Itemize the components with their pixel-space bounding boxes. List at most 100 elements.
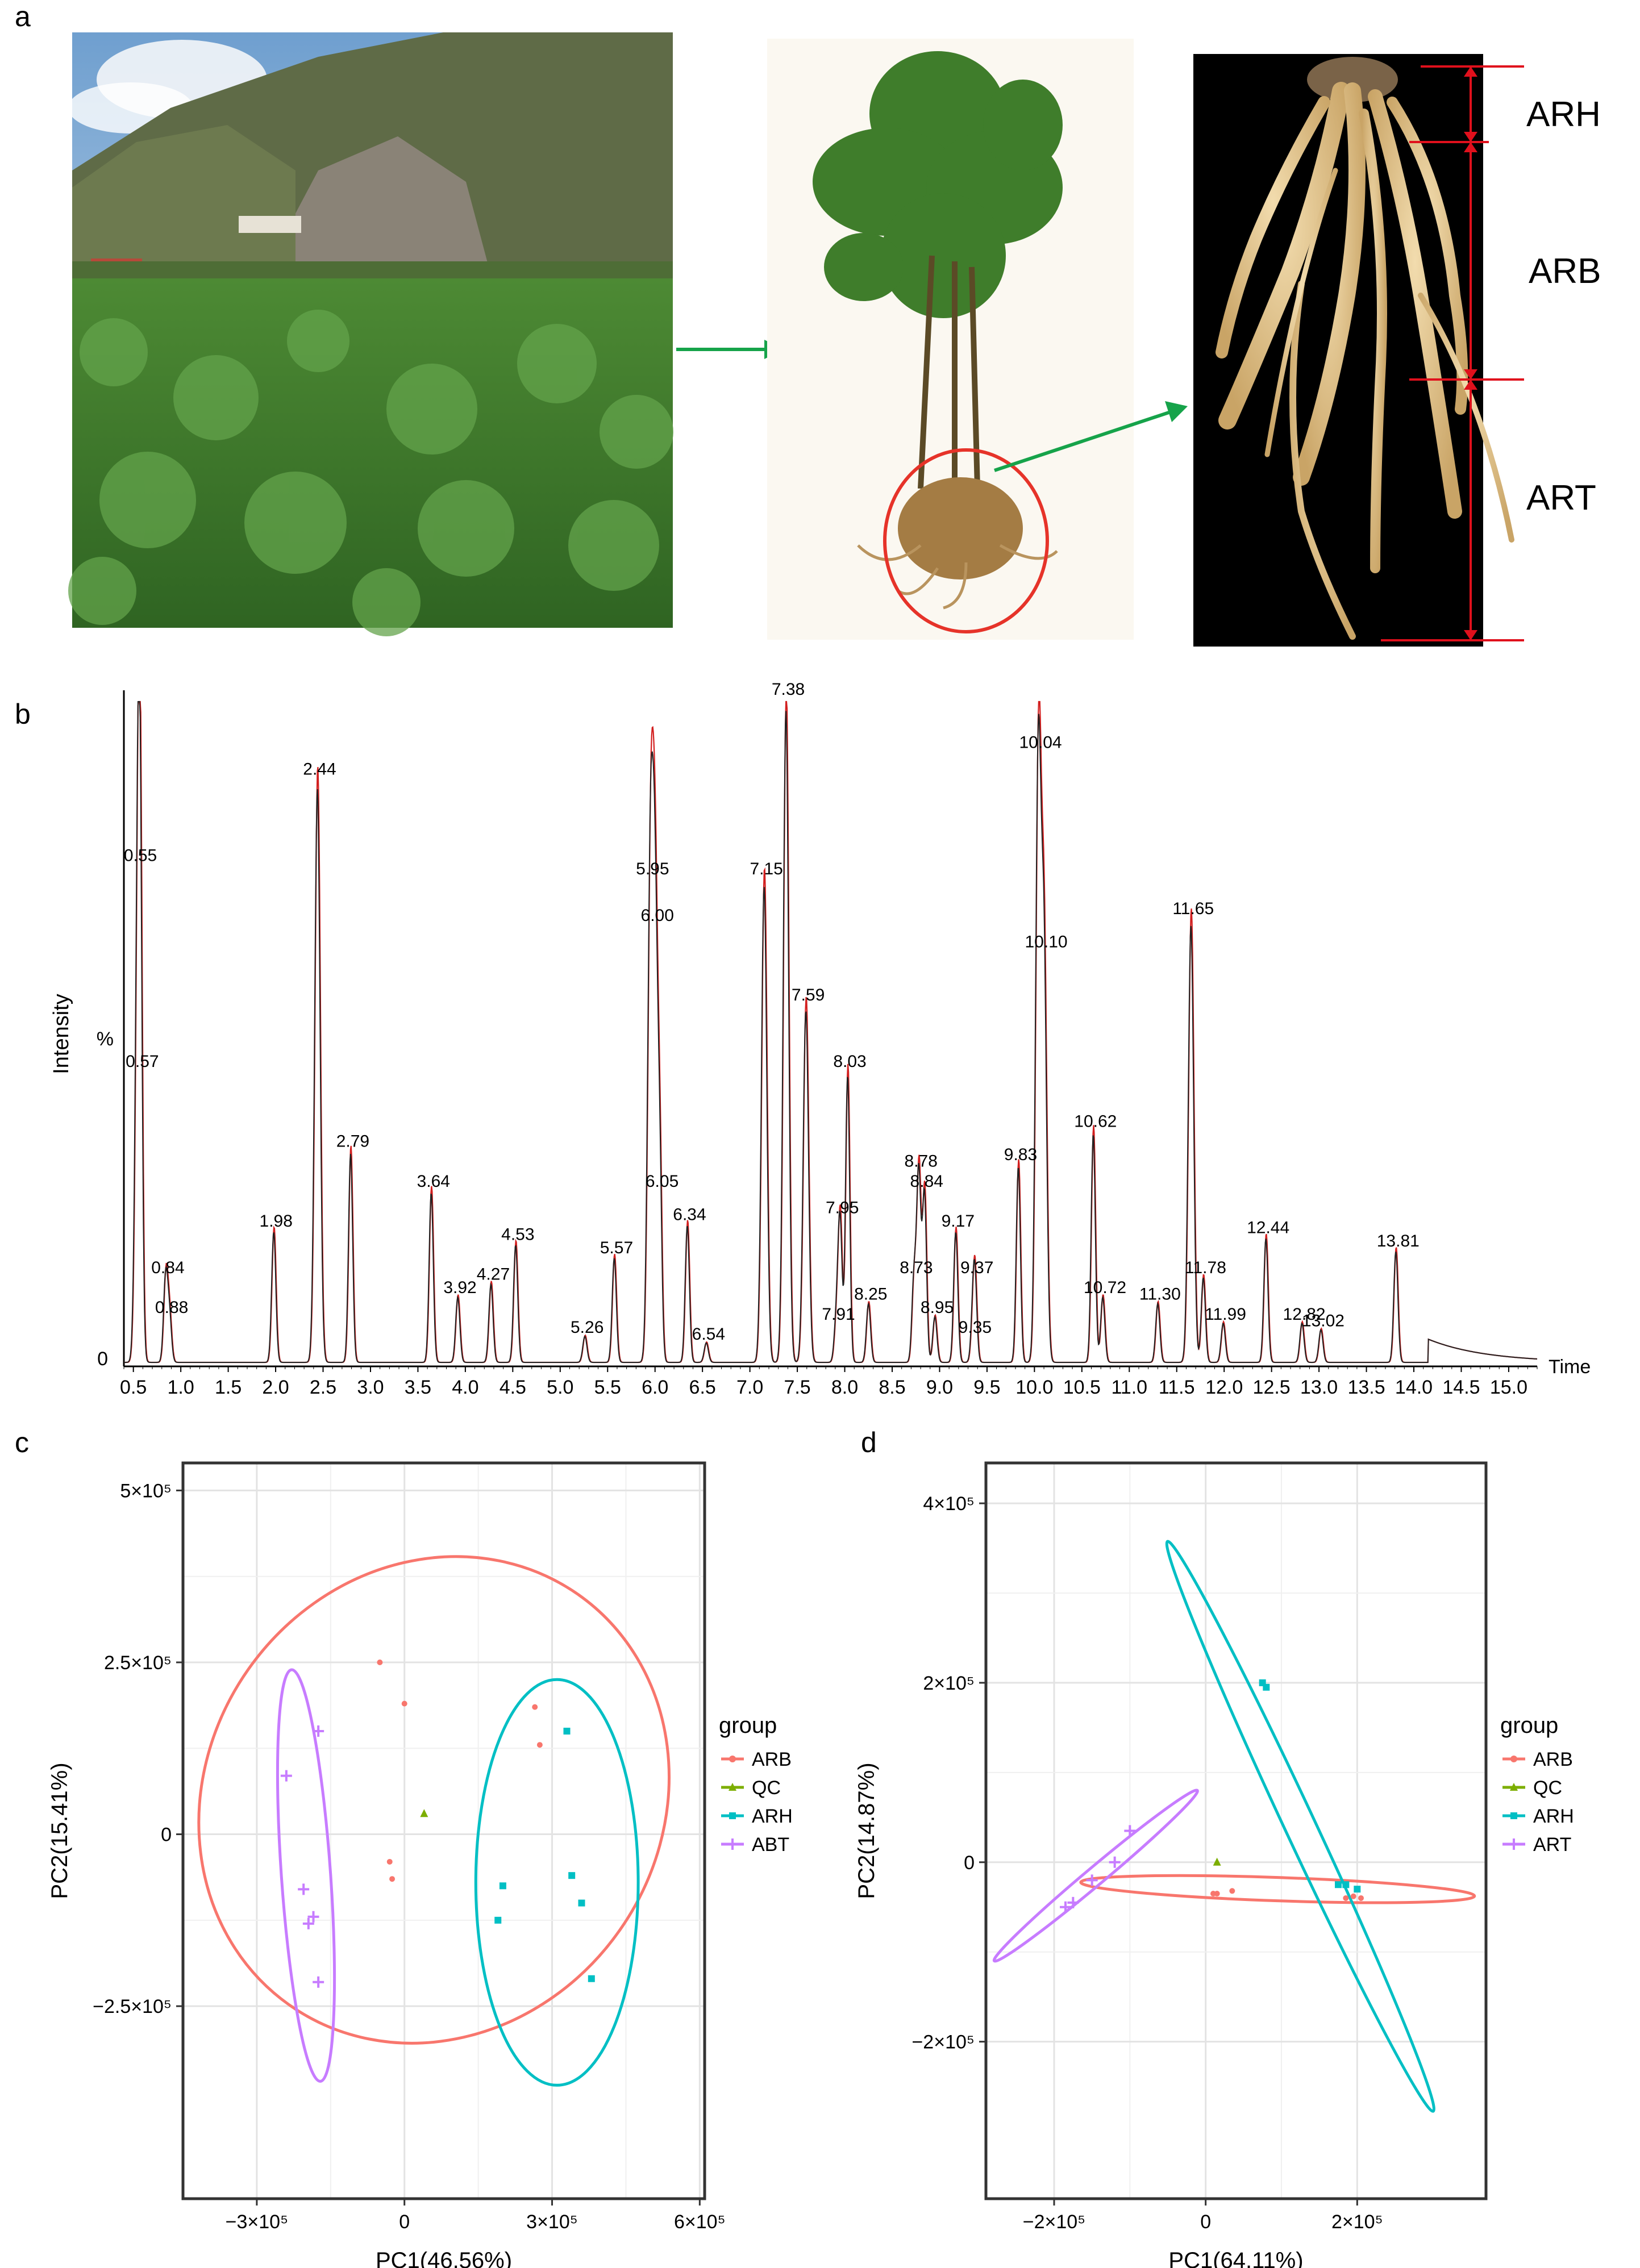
peak-label: 9.83 [1004,1145,1037,1164]
peak-label: 11.30 [1139,1285,1181,1304]
data-point-art [1060,1901,1071,1913]
data-point-abt [313,1725,324,1737]
confidence-ellipse-arb [197,1555,671,2045]
peak-label: 5.57 [600,1239,633,1257]
root-label-arb: ARB [1529,252,1601,291]
plot-frame [984,1461,1488,2200]
data-point-qc [420,1809,428,1817]
data-point-arh [1354,1886,1361,1893]
data-point-arh [1335,1881,1342,1888]
x-tick-label: 0.5 [120,1377,147,1398]
legend-marker-qc [729,1783,736,1791]
peak-label: 0.55 [124,847,157,865]
pca-chart-d: −2×10⁵ 0 2×10⁵ −2×10⁵ 0 2×10⁵ 4×10⁵ PC1(64.11%)… [854,1461,1574,2268]
x-tick-label: 0 [1200,2211,1211,2233]
data-point-abt [280,1770,292,1782]
x-tick-label: 11.0 [1111,1377,1147,1398]
panel-label-a: a [15,1,31,32]
y-tick-label: −2.5×10⁵ [93,1996,172,2017]
x-tick-label: 13.0 [1300,1377,1338,1398]
peak-label: 10.10 [1025,933,1068,952]
data-point-arb [1214,1891,1220,1897]
peak-label: 7.38 [772,680,805,699]
confidence-ellipse-arh [474,1678,640,2087]
legend-label-qc: QC [752,1777,781,1799]
x-tick-label: 11.5 [1159,1377,1195,1398]
x-tick-label: 7.0 [736,1377,763,1398]
y-tick-label: −2×10⁵ [911,2032,975,2053]
y-tick-label: 4×10⁵ [923,1493,975,1515]
panel-a-photos: ARH ARB ART [68,32,1601,647]
x-tick-label: 4.0 [452,1377,478,1398]
y-axis-label: PC2(14.87%) [854,1762,879,1899]
x-tick-label: 3×10⁵ [526,2211,578,2233]
peak-label: 10.04 [1019,733,1062,752]
x-tick-label: 2.5 [310,1377,336,1398]
x-axis-label: Time [1549,1356,1591,1378]
data-point-abt [313,1976,324,1988]
data-point-arb [1343,1895,1349,1901]
data-point-arb [386,1858,393,1865]
legend-marker-art [1508,1838,1520,1850]
data-point-arh [578,1899,585,1907]
legend-marker-arh [1510,1812,1517,1819]
peak-label: 6.34 [673,1205,706,1224]
x-tick-label: 3.5 [405,1377,431,1398]
x-tick-label: 10.5 [1063,1377,1101,1398]
root-label-arh: ARH [1526,95,1601,134]
panel-label-b: b [15,698,31,730]
peak-label: 6.05 [646,1172,679,1191]
data-point-arb [536,1742,543,1748]
data-point-arb [401,1700,407,1707]
chromatogram-trace-black [124,701,1538,1363]
legend-label-arh: ARH [1533,1806,1574,1827]
peak-label: 7.91 [822,1305,855,1324]
peak-label: 2.79 [336,1132,369,1151]
field-photo [68,32,673,636]
y-tick-label: 2.5×10⁵ [104,1652,172,1674]
y-tick-label: 2×10⁵ [923,1673,975,1694]
data-point-arb [1229,1888,1235,1894]
peak-label: 13.02 [1302,1312,1345,1331]
peak-label: 1.98 [260,1212,293,1231]
y-tick-label: % [97,1028,114,1050]
peak-label: 5.95 [636,860,669,878]
legend-label-arb: ARB [1533,1749,1573,1770]
x-axis-label: PC1(46.56%) [376,2248,512,2268]
root-label-art: ART [1526,478,1596,518]
peak-label: 10.72 [1084,1278,1126,1297]
x-tick-label: 8.0 [831,1377,858,1398]
y-tick-label: 5×10⁵ [120,1480,172,1502]
peak-label: 11.65 [1172,899,1214,918]
legend-marker-arb [1510,1756,1517,1762]
data-point-qc [1213,1857,1221,1866]
data-point-art [1109,1856,1121,1868]
data-point-arh [494,1916,502,1924]
peak-label: 12.82 [1283,1305,1326,1324]
x-tick-label: 9.5 [973,1377,1000,1398]
legend-label-art: ART [1533,1834,1571,1856]
data-point-arb [532,1704,538,1710]
legend-label-arb: ARB [752,1749,792,1770]
data-point-arh [1263,1683,1270,1691]
x-tick-label: −2×10⁵ [1023,2211,1086,2233]
data-point-arb [389,1876,396,1882]
whole-plant-photo [767,39,1134,640]
peak-label: 9.35 [959,1318,992,1337]
legend-label-qc: QC [1533,1777,1562,1799]
data-point-arb [377,1659,383,1665]
peak-label: 8.78 [905,1152,938,1171]
peak-label: 0.57 [126,1052,159,1071]
y-tick-label: 0 [964,1852,975,1874]
peak-label: 8.25 [854,1285,887,1304]
x-tick-label: 13.5 [1347,1377,1385,1398]
peak-label: 8.84 [910,1172,943,1191]
peak-label: 3.92 [443,1278,476,1297]
chromatogram-trace-red [124,701,1538,1364]
panel-label-d: d [861,1427,877,1458]
x-tick-label: 6.5 [689,1377,716,1398]
arrow-plant-to-root [994,401,1188,472]
confidence-ellipse-arh [1165,1540,1435,2113]
confidence-ellipse-art [992,1788,1199,1963]
x-tick-label: 15.0 [1490,1377,1527,1398]
